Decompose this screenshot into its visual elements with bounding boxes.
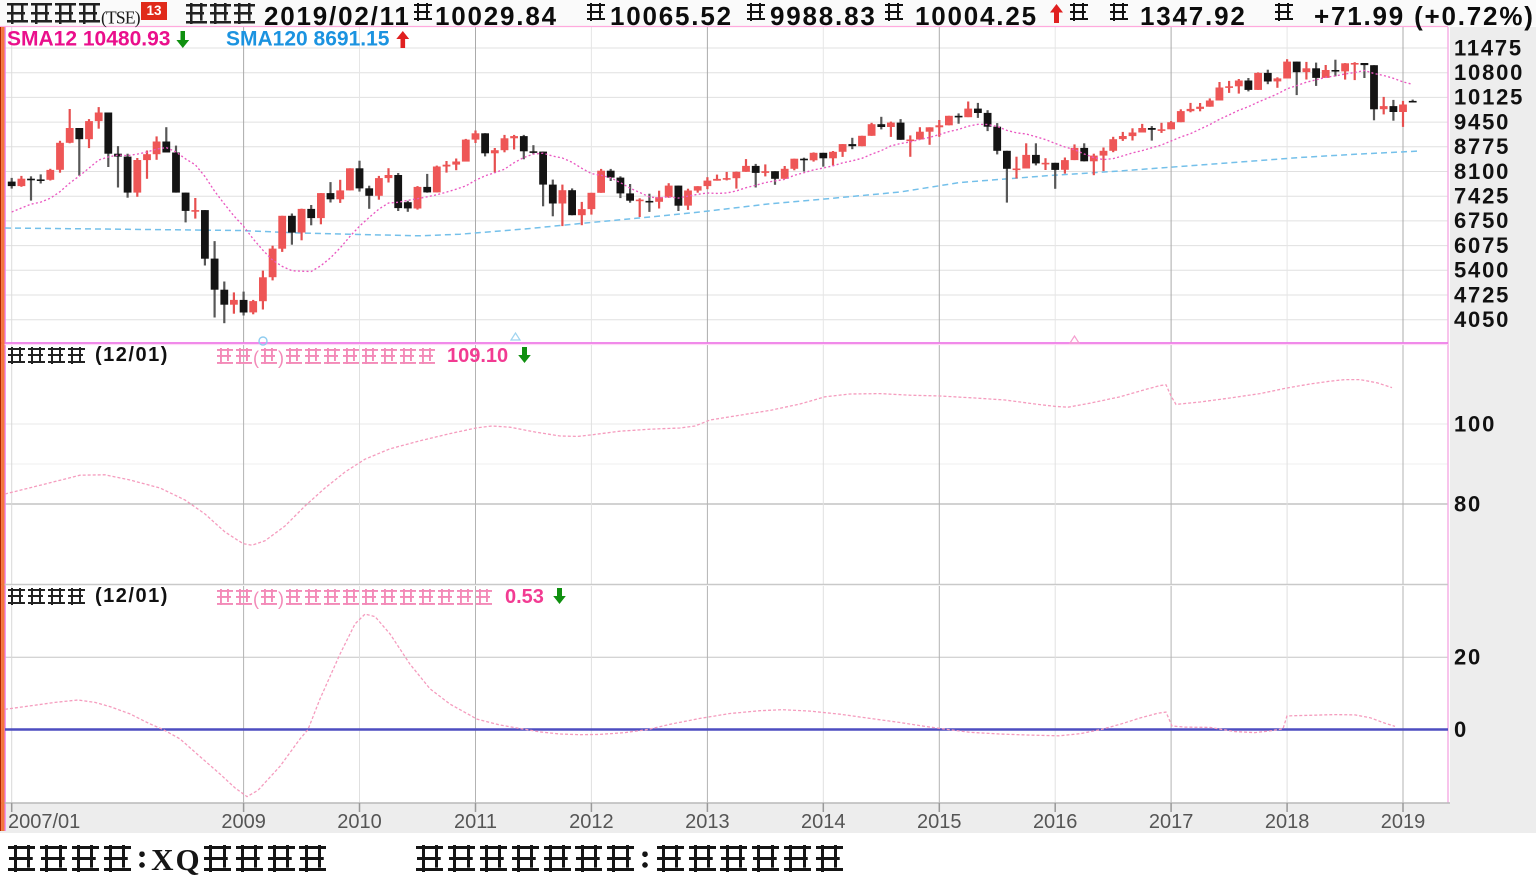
- svg-text:0: 0: [1454, 717, 1468, 742]
- svg-text:2007/01: 2007/01: [8, 811, 80, 833]
- svg-text:9450: 9450: [1454, 109, 1510, 134]
- svg-text:2010: 2010: [337, 811, 382, 833]
- svg-text:100: 100: [1454, 412, 1496, 437]
- svg-text:2013: 2013: [685, 811, 730, 833]
- svg-text:2016: 2016: [1033, 811, 1078, 833]
- svg-text:2014: 2014: [801, 811, 846, 833]
- svg-text:20: 20: [1454, 645, 1482, 670]
- svg-text:5400: 5400: [1454, 258, 1510, 283]
- svg-text:SMA12 10480.93: SMA12 10480.93: [7, 28, 170, 51]
- svg-text:2009: 2009: [221, 811, 266, 833]
- svg-text:11475: 11475: [1454, 35, 1523, 60]
- svg-text:2015: 2015: [917, 811, 962, 833]
- svg-text:4725: 4725: [1454, 282, 1510, 307]
- svg-text:8100: 8100: [1454, 159, 1510, 184]
- svg-text:6750: 6750: [1454, 208, 1510, 233]
- svg-text:2012: 2012: [569, 811, 614, 833]
- svg-text:80: 80: [1454, 492, 1482, 517]
- svg-text:2018: 2018: [1265, 811, 1310, 833]
- svg-text:2011: 2011: [454, 811, 497, 833]
- svg-text:6075: 6075: [1454, 233, 1510, 258]
- svg-text:8775: 8775: [1454, 134, 1510, 159]
- svg-text:7425: 7425: [1454, 184, 1510, 209]
- svg-text:SMA120 8691.15: SMA120 8691.15: [226, 28, 390, 51]
- svg-text:10800: 10800: [1454, 60, 1524, 85]
- svg-text:2017: 2017: [1149, 811, 1194, 833]
- svg-text:4050: 4050: [1454, 307, 1510, 332]
- svg-text:2019: 2019: [1381, 811, 1426, 833]
- svg-text:10125: 10125: [1454, 85, 1524, 110]
